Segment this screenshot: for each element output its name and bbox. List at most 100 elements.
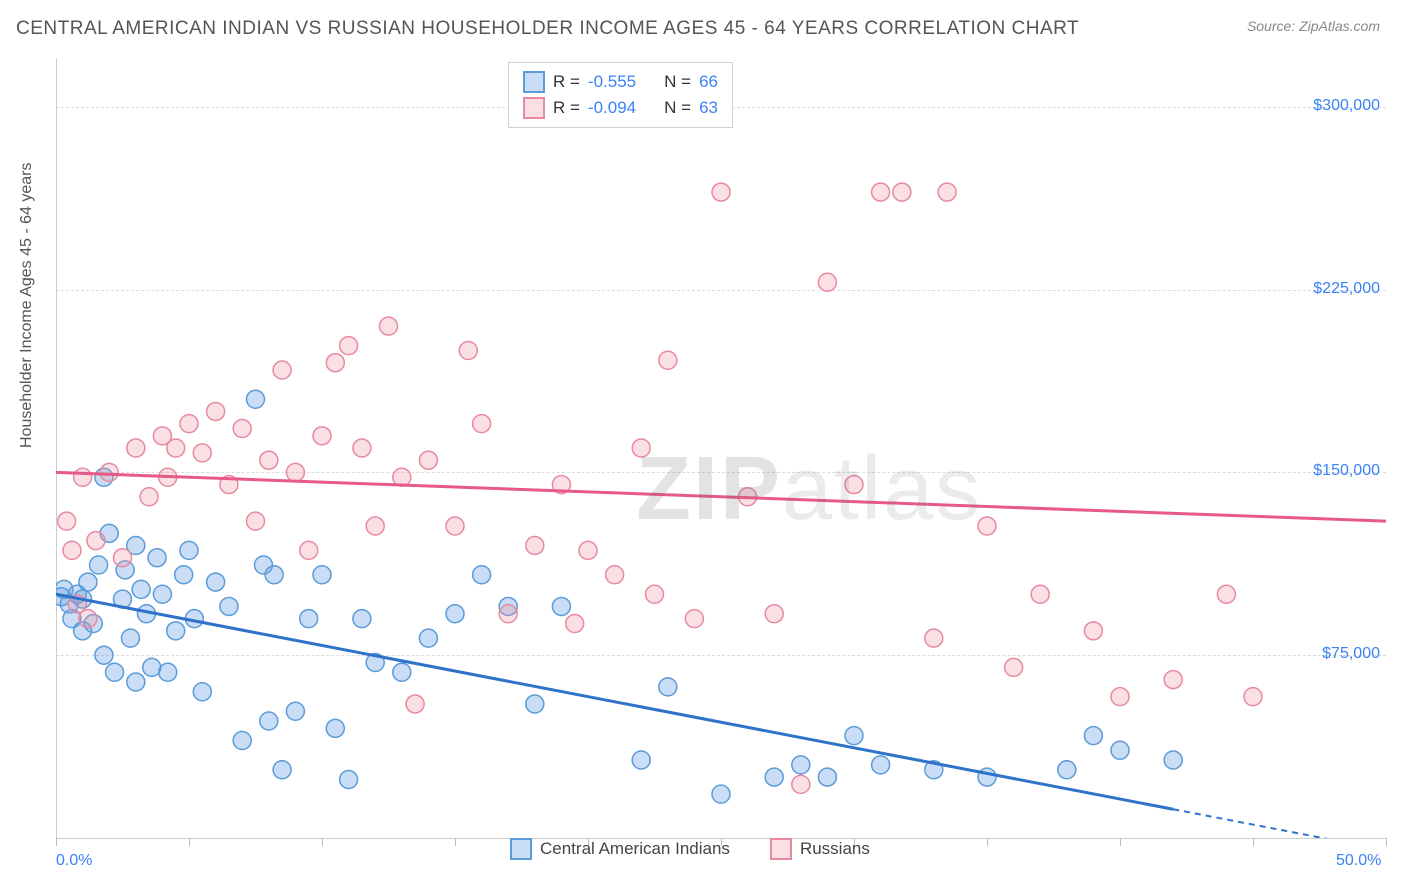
- data-point: [58, 512, 76, 530]
- data-point: [406, 695, 424, 713]
- data-point: [247, 512, 265, 530]
- data-point: [1164, 671, 1182, 689]
- data-point: [132, 580, 150, 598]
- legend-row-pink: R = -0.094 N = 63: [523, 95, 718, 121]
- data-point: [712, 183, 730, 201]
- data-point: [1217, 585, 1235, 603]
- data-point: [893, 183, 911, 201]
- data-point: [938, 183, 956, 201]
- data-point: [167, 439, 185, 457]
- data-point: [845, 727, 863, 745]
- data-point: [79, 573, 97, 591]
- data-point: [247, 390, 265, 408]
- data-point: [220, 597, 238, 615]
- data-point: [446, 605, 464, 623]
- data-point: [1111, 741, 1129, 759]
- data-point: [566, 615, 584, 633]
- data-point: [459, 342, 477, 360]
- x-tick-label: 0.0%: [56, 852, 92, 866]
- data-point: [233, 420, 251, 438]
- data-point: [845, 476, 863, 494]
- swatch-blue: [523, 71, 545, 93]
- data-point: [340, 771, 358, 789]
- data-point: [818, 273, 836, 291]
- data-point: [127, 673, 145, 691]
- y-tick-label: $300,000: [1260, 97, 1380, 115]
- legend-item-blue: Central American Indians: [510, 838, 730, 860]
- legend-item-pink: Russians: [770, 838, 870, 860]
- data-point: [353, 439, 371, 457]
- chart-title: CENTRAL AMERICAN INDIAN VS RUSSIAN HOUSE…: [16, 18, 1079, 40]
- data-point: [87, 532, 105, 550]
- data-point: [1005, 658, 1023, 676]
- data-point: [265, 566, 283, 584]
- swatch-pink-icon: [770, 838, 792, 860]
- data-point: [1111, 688, 1129, 706]
- data-point: [180, 541, 198, 559]
- data-point: [659, 678, 677, 696]
- data-point: [300, 610, 318, 628]
- regression-line: [56, 594, 1173, 809]
- y-tick-label: $150,000: [1260, 462, 1380, 480]
- data-point: [393, 663, 411, 681]
- data-point: [659, 351, 677, 369]
- data-point: [153, 585, 171, 603]
- scatter-plot: [56, 58, 1386, 838]
- data-point: [1031, 585, 1049, 603]
- x-tick-label: 50.0%: [1336, 852, 1381, 866]
- data-point: [148, 549, 166, 567]
- data-point: [1164, 751, 1182, 769]
- data-point: [353, 610, 371, 628]
- data-point: [193, 683, 211, 701]
- swatch-blue-icon: [510, 838, 532, 860]
- data-point: [106, 663, 124, 681]
- data-point: [74, 468, 92, 486]
- data-point: [473, 566, 491, 584]
- data-point: [286, 702, 304, 720]
- data-point: [100, 463, 118, 481]
- chart-header: CENTRAL AMERICAN INDIAN VS RUSSIAN HOUSE…: [0, 0, 1406, 50]
- data-point: [233, 732, 251, 750]
- data-point: [167, 622, 185, 640]
- data-point: [632, 751, 650, 769]
- series-legend: Central American Indians Russians: [510, 838, 870, 860]
- data-point: [260, 712, 278, 730]
- data-point: [273, 361, 291, 379]
- data-point: [792, 775, 810, 793]
- data-point: [1058, 761, 1076, 779]
- data-point: [79, 610, 97, 628]
- data-point: [446, 517, 464, 535]
- data-point: [606, 566, 624, 584]
- data-point: [1244, 688, 1262, 706]
- data-point: [765, 768, 783, 786]
- y-tick-label: $225,000: [1260, 280, 1380, 298]
- data-point: [765, 605, 783, 623]
- correlation-legend: R = -0.555 N = 66 R = -0.094 N = 63: [508, 62, 733, 128]
- data-point: [1084, 622, 1102, 640]
- data-point: [121, 629, 139, 647]
- swatch-pink: [523, 97, 545, 119]
- data-point: [207, 402, 225, 420]
- data-point: [207, 573, 225, 591]
- chart-source: Source: ZipAtlas.com: [1247, 18, 1380, 34]
- data-point: [286, 463, 304, 481]
- data-point: [925, 629, 943, 647]
- data-point: [313, 566, 331, 584]
- data-point: [300, 541, 318, 559]
- data-point: [313, 427, 331, 445]
- data-point: [63, 541, 81, 559]
- y-axis-label: Householder Income Ages 45 - 64 years: [18, 163, 36, 449]
- data-point: [419, 629, 437, 647]
- data-point: [473, 415, 491, 433]
- data-point: [818, 768, 836, 786]
- data-point: [526, 695, 544, 713]
- data-point: [366, 517, 384, 535]
- data-point: [552, 597, 570, 615]
- chart-area: Householder Income Ages 45 - 64 years ZI…: [56, 58, 1386, 838]
- regression-line-dashed: [1173, 809, 1386, 838]
- data-point: [273, 761, 291, 779]
- data-point: [872, 183, 890, 201]
- data-point: [143, 658, 161, 676]
- data-point: [90, 556, 108, 574]
- data-point: [159, 663, 177, 681]
